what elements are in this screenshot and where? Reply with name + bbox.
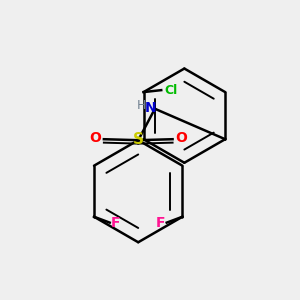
Text: O: O [89,131,101,145]
Text: F: F [156,216,166,230]
Text: H: H [136,99,146,112]
Text: Cl: Cl [164,84,177,97]
Text: F: F [111,216,120,230]
Text: O: O [176,131,187,145]
Text: S: S [133,132,144,147]
Text: N: N [145,101,157,115]
